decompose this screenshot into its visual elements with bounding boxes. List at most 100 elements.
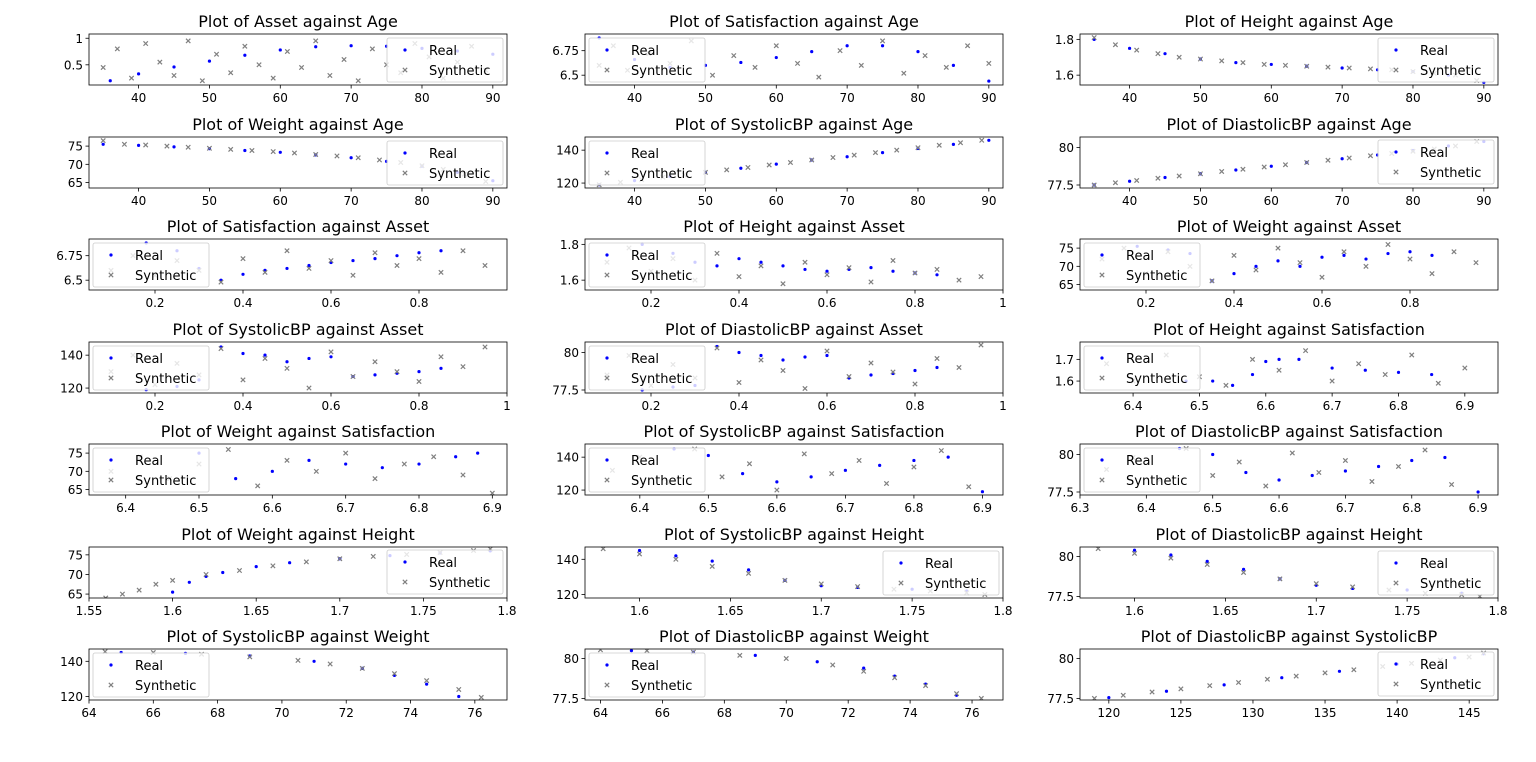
synthetic-point: [854, 583, 861, 590]
x-tick-label: 1.6: [163, 604, 182, 618]
legend-real-label: Real: [135, 659, 163, 674]
y-tick-label: 75: [68, 140, 83, 154]
real-point: [439, 366, 443, 370]
synthetic-point: [438, 354, 444, 360]
axes-frame: [88, 33, 508, 86]
subplot-title: Plot of DiastolicBP against Height: [1155, 525, 1422, 544]
synthetic-point: [306, 265, 312, 272]
y-tick-label: 6.75: [552, 44, 579, 58]
x-tick-label: 0.8: [905, 296, 924, 310]
legend-real-marker: [1394, 150, 1398, 154]
synthetic-point: [731, 52, 737, 59]
x-tick-label: 1.8: [1488, 604, 1507, 618]
x-tick-label: 0.6: [321, 296, 340, 310]
axes-frame: [1079, 443, 1499, 496]
real-point: [916, 50, 920, 54]
synthetic-point: [372, 475, 378, 482]
synthetic-point: [872, 150, 879, 156]
legend-synthetic-label: Synthetic: [135, 679, 196, 694]
legend-real-label: Real: [631, 352, 659, 367]
legend-real-label: Real: [631, 659, 659, 674]
x-tick-label: 80: [910, 194, 925, 208]
real-point: [810, 50, 814, 54]
x-tick-label: 0.2: [641, 296, 660, 310]
synthetic-point: [1325, 157, 1331, 163]
axes-frame: [1079, 238, 1499, 291]
legend-box: [1377, 651, 1495, 697]
synthetic-point: [714, 250, 720, 256]
legend: Real Synthetic: [92, 447, 210, 493]
synthetic-point: [912, 270, 918, 276]
synthetic-point: [1346, 155, 1352, 161]
synthetic-point: [1112, 180, 1119, 186]
x-tick-label: 6.9: [1469, 501, 1488, 515]
x-tick-label: 50: [1193, 194, 1208, 208]
x-tick-label: 6.5: [1203, 501, 1222, 515]
legend-real-marker: [1394, 662, 1398, 666]
synthetic-point: [103, 595, 109, 598]
legend-synthetic-marker: [1393, 67, 1399, 73]
synthetic-point: [1134, 47, 1140, 53]
synthetic-point: [328, 257, 334, 264]
x-tick-label: 0.6: [817, 296, 836, 310]
synthetic-point: [1176, 54, 1182, 60]
x-tick-label: 40: [1122, 91, 1137, 105]
real-point: [774, 162, 778, 166]
x-tick-label: 50: [698, 194, 713, 208]
synthetic-point: [978, 342, 984, 348]
synthetic-point: [901, 70, 907, 76]
real-point: [1408, 250, 1412, 254]
y-tick-label: 120: [556, 484, 579, 498]
real-point: [1280, 676, 1284, 680]
legend-real-label: Real: [135, 352, 163, 367]
x-tick-label: 70: [779, 706, 794, 720]
synthetic-point: [218, 279, 224, 285]
legend-real-label: Real: [1420, 557, 1448, 572]
synthetic-point: [824, 348, 830, 354]
synthetic-point: [915, 145, 921, 151]
subplot-title: Plot of DiastolicBP against SystolicBP: [1141, 627, 1438, 646]
real-point: [1234, 168, 1238, 172]
synthetic-point: [313, 151, 319, 158]
real-point: [1163, 52, 1167, 56]
real-point: [869, 373, 873, 377]
synthetic-point: [724, 167, 730, 173]
real-point: [1169, 553, 1173, 557]
legend-box: [1083, 242, 1201, 288]
synthetic-point: [758, 357, 764, 363]
synthetic-point: [1277, 576, 1283, 582]
subplot-2: Plot of Satisfaction against Age 40 50 60 70…: [552, 12, 1004, 105]
real-point: [278, 150, 282, 154]
x-tick-label: 66: [655, 706, 670, 720]
real-point: [278, 48, 282, 52]
synthetic-point: [774, 487, 780, 493]
synthetic-point: [1341, 249, 1347, 255]
synthetic-point: [986, 60, 992, 67]
synthetic-point: [1429, 270, 1435, 277]
real-point: [101, 142, 105, 146]
axes-frame: [1079, 33, 1499, 86]
x-tick-label: 145: [1458, 706, 1481, 720]
synthetic-point: [359, 665, 365, 671]
real-point: [741, 472, 745, 476]
subplot-19: Plot of SystolicBP against Weight 64 66 68 7…: [60, 627, 508, 720]
subplot-title: Plot of Asset against Age: [198, 12, 398, 31]
legend-real-label: Real: [1126, 454, 1154, 469]
legend-real-marker: [109, 458, 113, 462]
axes-frame: [88, 546, 508, 599]
real-point: [1276, 259, 1280, 263]
real-point: [980, 490, 985, 494]
synthetic-point: [295, 657, 301, 664]
real-point: [314, 45, 318, 49]
synthetic-point: [957, 140, 964, 146]
synthetic-point: [719, 474, 725, 480]
legend-box: [1083, 345, 1201, 391]
synthetic-point: [758, 263, 764, 269]
real-point: [809, 475, 813, 479]
legend-real-marker: [605, 151, 609, 155]
x-tick-label: 6.4: [116, 501, 135, 515]
x-tick-label: 40: [1122, 194, 1137, 208]
legend-synthetic-label: Synthetic: [925, 577, 986, 592]
real-point: [187, 580, 191, 584]
